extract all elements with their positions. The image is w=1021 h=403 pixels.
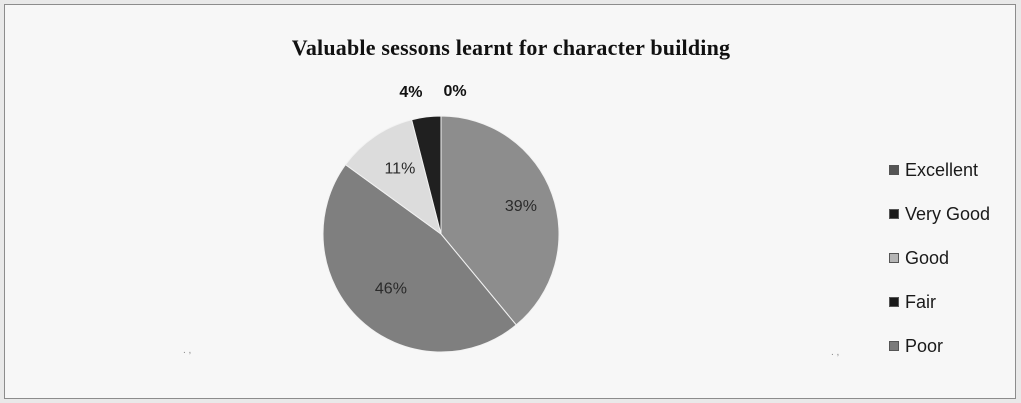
chart-frame: Valuable sessons learnt for character bu…	[4, 4, 1016, 399]
legend-swatch-very-good	[889, 209, 899, 219]
legend-item-very-good: Very Good	[889, 192, 990, 236]
legend-label-very-good: Very Good	[905, 203, 991, 224]
pie-slice-very-good	[322, 163, 517, 353]
slice-label-poor: 0%	[443, 83, 466, 100]
legend-item-good: Good	[889, 236, 990, 280]
legend: Excellent Very Good Good Fair Poor	[889, 148, 990, 368]
legend-swatch-poor	[889, 341, 899, 351]
legend-swatch-fair	[889, 297, 899, 307]
scan-speck: . ,	[183, 345, 192, 356]
pie-slice-good	[344, 119, 442, 236]
legend-item-fair: Fair	[889, 280, 990, 324]
legend-swatch-good	[889, 253, 899, 263]
pie-slice-excellent	[440, 115, 560, 326]
slice-label-very-good: 46%	[375, 280, 407, 297]
legend-item-excellent: Excellent	[889, 148, 990, 192]
legend-item-poor: Poor	[889, 324, 990, 368]
pie-chart: 39% 46% 11% 4% 0%	[322, 83, 560, 353]
chart-title: Valuable sessons learnt for character bu…	[291, 35, 731, 60]
scan-speck: . ,	[831, 347, 840, 358]
slice-label-excellent: 39%	[505, 198, 537, 215]
slice-label-good: 11%	[384, 161, 415, 178]
pie-slice-fair	[411, 115, 442, 235]
legend-swatch-excellent	[889, 165, 899, 175]
legend-label-fair: Fair	[905, 291, 936, 312]
slice-label-fair: 4%	[399, 84, 422, 101]
legend-label-poor: Poor	[905, 335, 944, 356]
legend-label-excellent: Excellent	[905, 159, 979, 180]
legend-label-good: Good	[905, 247, 950, 268]
